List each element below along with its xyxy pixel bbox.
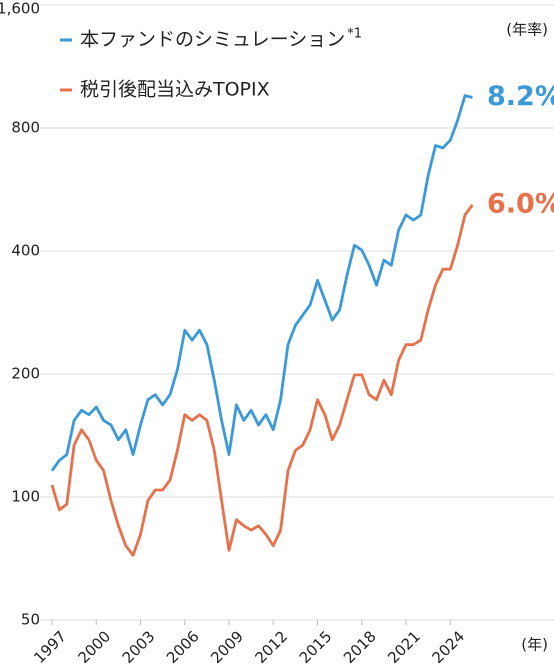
y-unit: (年率): [506, 21, 548, 39]
legend-label: 税引後配当込みTOPIX: [80, 79, 270, 101]
x-tick-label: 2003: [119, 627, 159, 664]
y-tick-label: 50: [21, 611, 40, 629]
x-tick-label: 2021: [384, 627, 424, 664]
end-label: 6.0%: [487, 188, 554, 219]
x-tick-label: 1997: [30, 627, 70, 664]
legend-note: *1: [347, 27, 362, 42]
y-tick-label: 400: [11, 242, 40, 260]
end-label: 8.2%: [487, 81, 554, 112]
y-tick-label: 800: [11, 119, 40, 137]
series-line: [50, 203, 474, 557]
x-tick-label: 2000: [75, 627, 115, 664]
y-tick-label: 1,600: [0, 0, 40, 18]
x-tick-label: 2012: [252, 627, 292, 664]
x-unit: (年): [521, 636, 548, 654]
series-line: [50, 94, 473, 472]
legend-label: 本ファンドのシミュレーション: [80, 29, 345, 51]
y-tick-label: 200: [11, 365, 40, 383]
x-tick-label: 2018: [340, 627, 380, 664]
x-tick-label: 2009: [207, 627, 247, 664]
x-tick-label: 2006: [163, 627, 203, 664]
y-tick-label: 100: [11, 488, 40, 506]
x-tick-label: 2024: [429, 627, 469, 664]
x-tick-label: 2015: [296, 627, 336, 664]
